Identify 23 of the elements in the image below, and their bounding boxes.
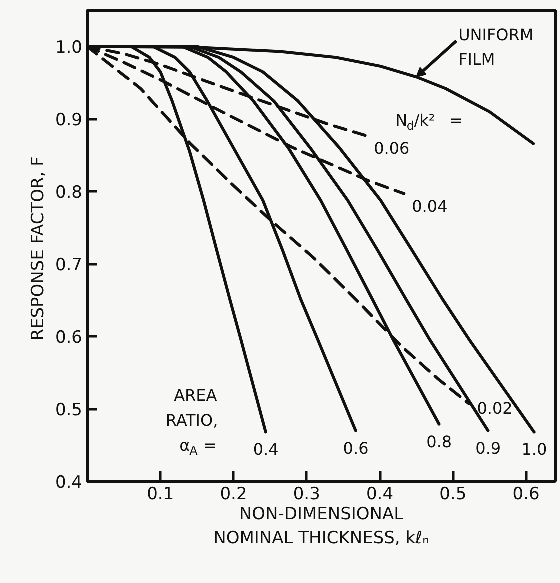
x-tick-label: 0.6 (512, 484, 540, 504)
y-tick-label: 0.6 (55, 328, 83, 348)
series-label: 0.04 (412, 196, 448, 216)
x-axis-title: NON-DIMENSIONAL NOMINAL THICKNESS, kℓₙ (214, 504, 430, 548)
series-label: 0.8 (426, 432, 452, 452)
series-label: 0.06 (374, 138, 410, 158)
y-tick-label: 0.8 (55, 183, 83, 204)
x-tick-label: 0.1 (147, 484, 174, 504)
y-tick-label: 0.5 (55, 400, 83, 421)
x-tick-label: 0.2 (220, 484, 248, 504)
x-tick-label: 0.4 (366, 484, 394, 504)
y-axis-title: RESPONSE FACTOR, F (28, 156, 48, 341)
series-label: 0.9 (476, 438, 502, 458)
series-label: 0.6 (343, 438, 369, 458)
x-tick-label: 0.5 (440, 484, 467, 504)
series-label: UNIFORM FILM (458, 25, 534, 70)
y-tick-label: 0.9 (55, 110, 83, 131)
series-label: 0.02 (477, 398, 513, 418)
y-tick-label: 0.7 (55, 256, 83, 276)
series-label: 1.0 (522, 440, 548, 460)
series-label: 0.4 (253, 440, 279, 460)
y-tick-label: 1.0 (55, 38, 83, 58)
x-tick-label: 0.3 (293, 484, 320, 504)
